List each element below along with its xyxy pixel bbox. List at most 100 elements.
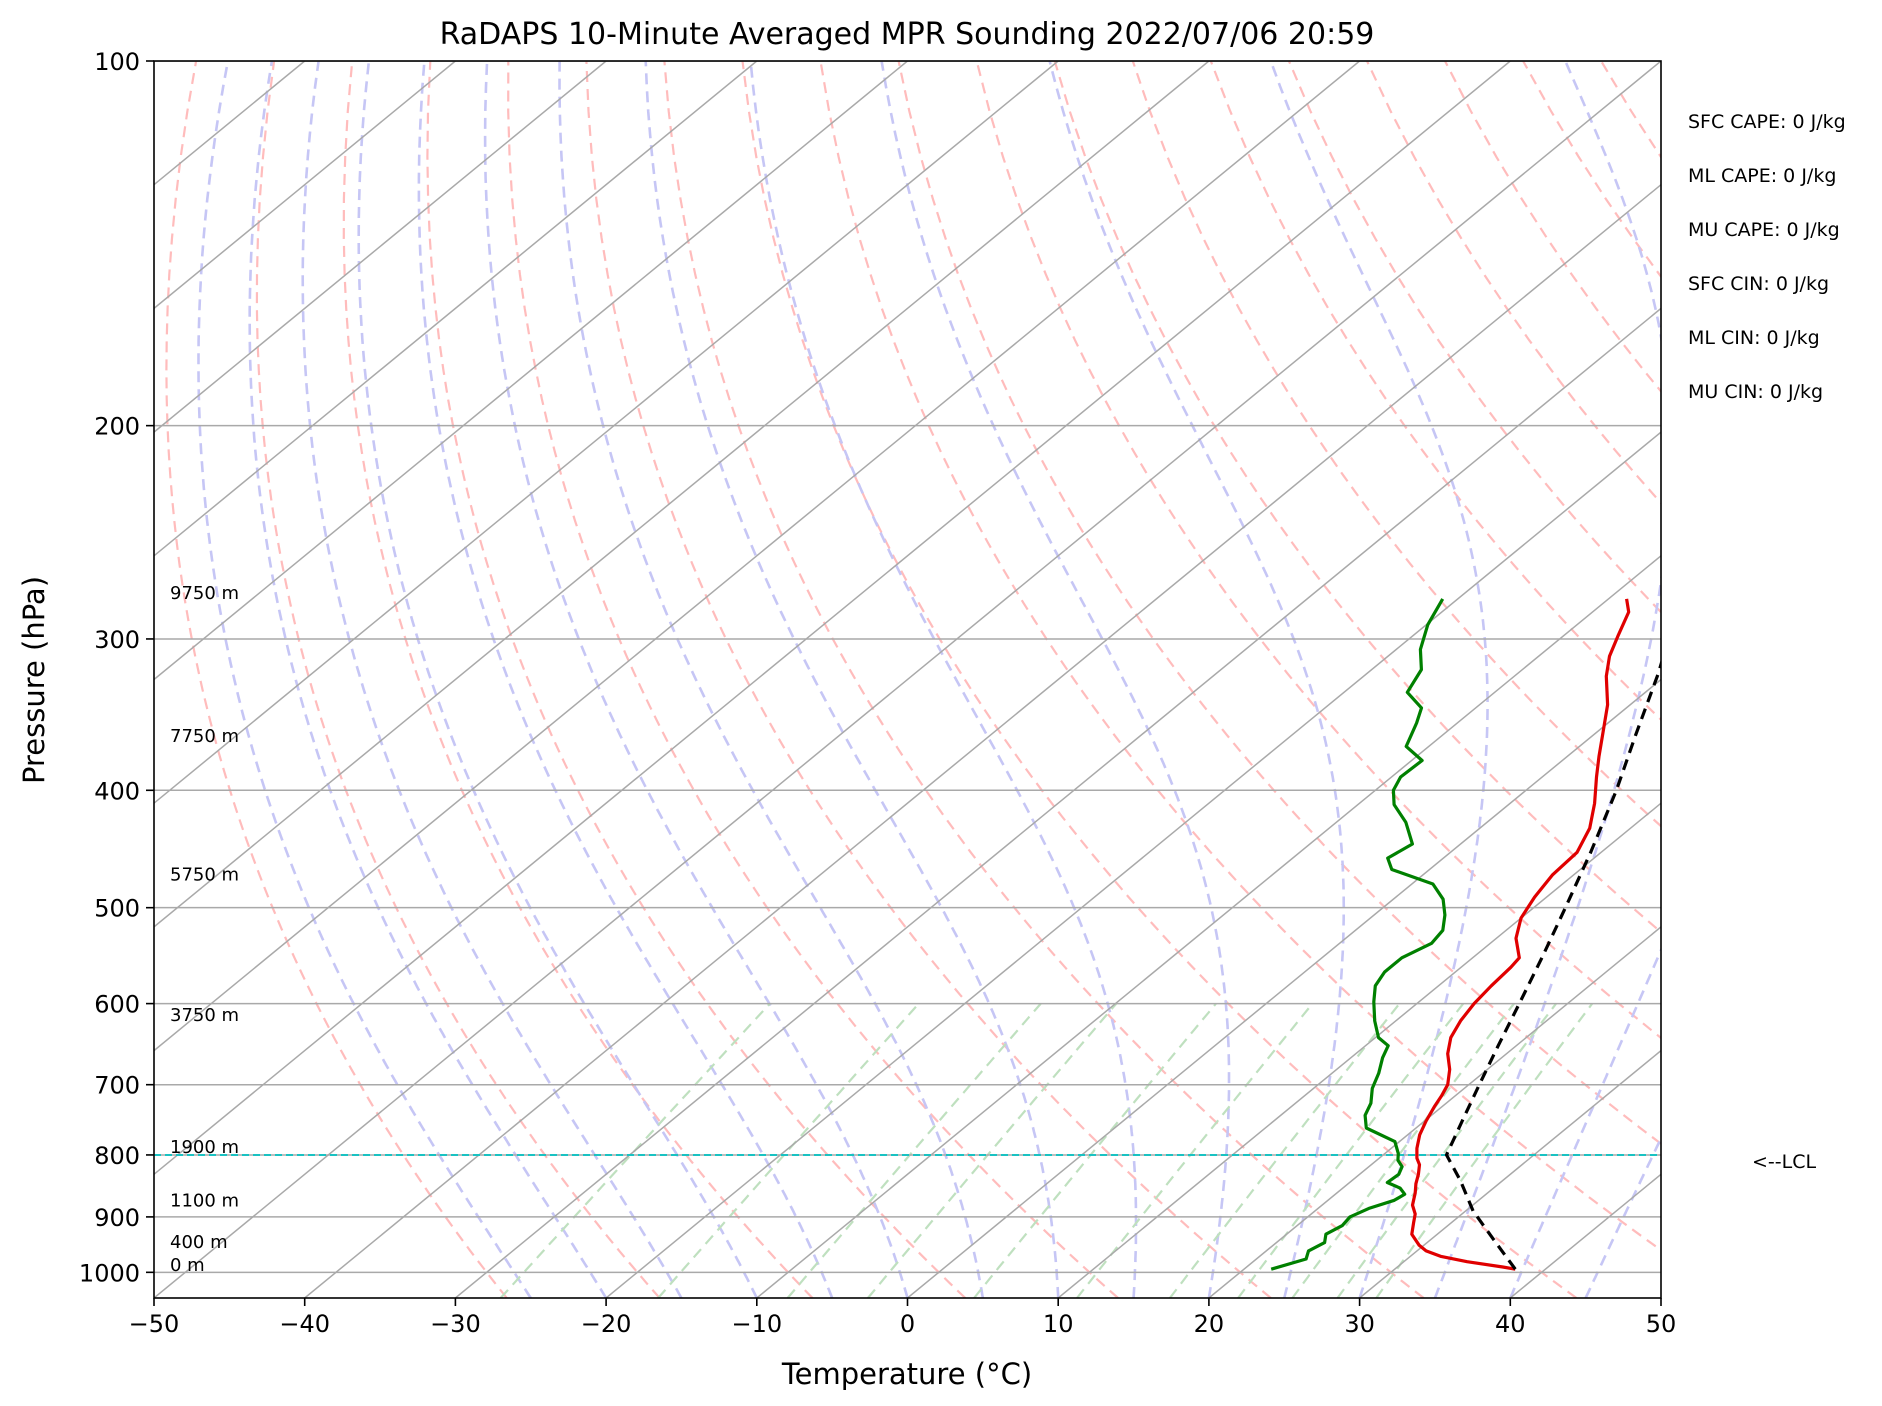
mixing-ratio-line (1076, 1002, 1314, 1298)
stability-index: MU CAPE: 0 J/kg (1688, 219, 1840, 241)
x-tick-label: −10 (731, 1310, 782, 1338)
stability-index: ML CIN: 0 J/kg (1688, 327, 1820, 349)
dry-adiabat (1757, 61, 1882, 1298)
moist-adiabat (483, 61, 909, 1298)
mixing-ratio-line (657, 1002, 920, 1298)
moist-adiabat (558, 61, 985, 1298)
isotherm (605, 431, 1661, 1298)
isotherm (154, 61, 908, 681)
height-label: 9750 m (170, 583, 239, 604)
x-tick-label: 40 (1495, 1310, 1526, 1338)
isotherm (154, 61, 1661, 1298)
y-tick-label: 1000 (79, 1259, 140, 1287)
x-tick-label: 50 (1646, 1310, 1677, 1338)
dry-adiabat (741, 61, 1578, 1298)
x-tick-label: −20 (581, 1310, 632, 1338)
dry-adiabat (1053, 61, 1661, 934)
dry-adiabat (165, 61, 508, 1298)
pressure-gridlines (154, 61, 1661, 1274)
dry-adiabat (255, 61, 661, 1298)
dry-adiabat (819, 61, 1661, 1252)
isotherm (154, 61, 1059, 805)
stability-index: SFC CAPE: 0 J/kg (1688, 111, 1846, 133)
stability-index: MU CIN: 0 J/kg (1688, 381, 1823, 403)
isotherm (907, 678, 1661, 1298)
isotherm (1812, 61, 1882, 1298)
isotherm (154, 61, 1361, 1052)
moist-adiabat (1269, 61, 1489, 1298)
y-tick-label: 500 (94, 895, 140, 923)
x-axis-label: Temperature (°C) (781, 1357, 1032, 1391)
parcel-profile (1444, 658, 1661, 1271)
y-tick-label: 200 (94, 413, 140, 441)
y-axis-ticks: 100 200 300 400 500 600 700 800 900 1000 (79, 48, 154, 1287)
isotherm (154, 61, 456, 310)
isotherm (1359, 1049, 1661, 1298)
y-axis-label: Pressure (hPa) (17, 576, 51, 784)
moist-adiabat (1433, 61, 1661, 1298)
chart-title: RaDAPS 10-Minute Averaged MPR Sounding 2… (440, 17, 1375, 52)
isotherm (454, 307, 1661, 1298)
background-lines (154, 61, 1882, 1298)
isotherm (756, 554, 1661, 1298)
height-label: 1100 m (170, 1190, 239, 1211)
mixing-ratio-line (1375, 1002, 1594, 1298)
x-tick-label: 20 (1194, 1310, 1225, 1338)
isotherm (1057, 802, 1661, 1298)
moist-adiabat (749, 61, 1138, 1298)
dewpoint-profile (1270, 598, 1447, 1271)
dry-adiabat (1679, 61, 1882, 1298)
y-tick-label: 600 (94, 991, 140, 1019)
isotherm (154, 61, 607, 434)
dry-adiabat (1366, 61, 1661, 505)
temperature-profile (1410, 598, 1631, 1271)
isotherm (1660, 1297, 1661, 1298)
mixing-ratio-line (867, 1002, 1118, 1298)
stability-index: ML CAPE: 0 J/kg (1688, 165, 1836, 187)
dry-adiabat (1522, 61, 1661, 279)
stability-index: SFC CIN: 0 J/kg (1688, 273, 1829, 295)
dry-adiabat (585, 61, 1272, 1298)
dry-adiabat (1131, 61, 1661, 828)
lcl-label: <--LCL (1752, 1151, 1816, 1173)
height-labels: 9750 m 7750 m 5750 m 3750 m 1900 m 1100 m 400 … (170, 583, 239, 1276)
isotherm (1208, 925, 1661, 1298)
moist-adiabat (197, 61, 532, 1298)
x-axis-ticks: −50 −40 −30 −20 −10 0 10 20 30 40 50 (129, 1298, 1677, 1338)
sounding-series (1270, 598, 1661, 1271)
moist-adiabat (644, 61, 1060, 1298)
height-label: 1900 m (170, 1137, 239, 1158)
mixing-ratio-line (973, 1002, 1217, 1298)
height-label: 3750 m (170, 1005, 239, 1026)
x-tick-label: −50 (129, 1310, 180, 1338)
x-tick-label: 0 (900, 1310, 915, 1338)
y-tick-label: 700 (94, 1072, 140, 1100)
x-tick-label: −30 (430, 1310, 481, 1338)
height-label: 7750 m (170, 726, 239, 747)
moist-adiabat (1584, 1135, 1661, 1298)
height-label: 400 m (170, 1232, 228, 1253)
isotherm (154, 61, 1210, 928)
y-tick-label: 900 (94, 1204, 140, 1232)
moist-adiabat (1048, 61, 1346, 1298)
y-tick-label: 800 (94, 1142, 140, 1170)
isotherm (1509, 1173, 1661, 1298)
isotherm (304, 183, 1661, 1298)
mixing-ratio-line (1336, 1002, 1557, 1298)
moist-adiabat (1509, 946, 1661, 1298)
y-tick-label: 100 (94, 48, 140, 76)
dry-adiabat (1835, 61, 1882, 1298)
mixing-ratio-line (499, 1002, 771, 1298)
x-tick-label: 10 (1043, 1310, 1074, 1338)
moist-adiabat (880, 61, 1231, 1298)
moist-adiabat (301, 61, 683, 1298)
height-label: 0 m (170, 1255, 205, 1276)
y-tick-label: 300 (94, 626, 140, 654)
mixing-ratio-line (1291, 1002, 1515, 1298)
mixing-ratio-line (786, 1002, 1042, 1298)
isotherm (154, 61, 1511, 1176)
x-tick-label: 30 (1344, 1310, 1375, 1338)
stability-indices: SFC CAPE: 0 J/kg ML CAPE: 0 J/kg MU CAPE: … (1688, 111, 1846, 403)
y-tick-label: 400 (94, 777, 140, 805)
